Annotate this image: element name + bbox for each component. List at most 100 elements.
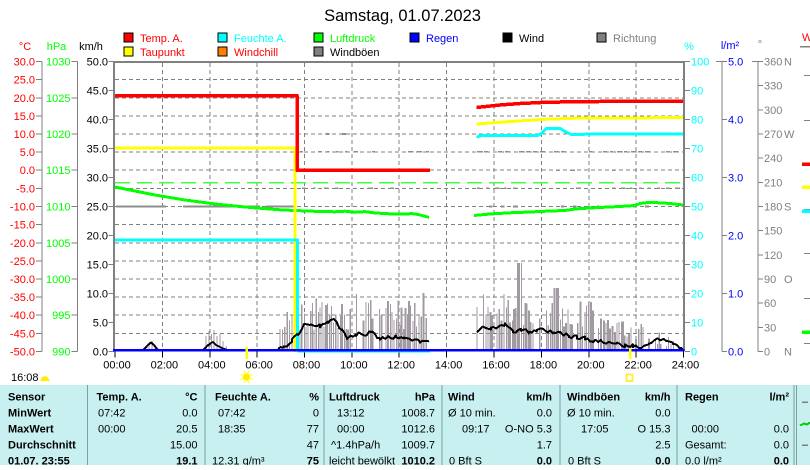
svg-text:l/m²: l/m²	[721, 40, 740, 52]
svg-text:20.5: 20.5	[176, 424, 197, 436]
svg-text:07:42: 07:42	[218, 408, 246, 420]
svg-text:O 15.3: O 15.3	[637, 424, 670, 436]
svg-text:0.0: 0.0	[655, 408, 670, 420]
svg-text:4.0: 4.0	[728, 115, 743, 127]
svg-text:10:00: 10:00	[340, 360, 368, 372]
svg-text:75: 75	[307, 456, 319, 466]
svg-text:10.0: 10.0	[87, 289, 108, 301]
svg-text:0.0: 0.0	[774, 456, 789, 466]
svg-text:1009.7: 1009.7	[401, 439, 435, 451]
svg-text:60: 60	[764, 298, 776, 310]
svg-text:09:17: 09:17	[462, 424, 490, 436]
svg-text:120: 120	[764, 250, 782, 262]
svg-text:-35.0: -35.0	[10, 292, 35, 304]
svg-text:-5.0: -5.0	[16, 183, 35, 195]
svg-text:10: 10	[691, 318, 703, 330]
svg-text:S: S	[784, 202, 791, 214]
svg-text:-50.0: -50.0	[10, 347, 35, 359]
svg-text:0.0: 0.0	[537, 408, 552, 420]
svg-text:17:05: 17:05	[581, 424, 609, 436]
svg-text:70: 70	[691, 144, 703, 156]
svg-text:0.0: 0.0	[774, 424, 789, 436]
svg-text:12.31 g/m³: 12.31 g/m³	[212, 456, 265, 466]
svg-text:16:00: 16:00	[482, 360, 510, 372]
svg-text:0: 0	[313, 408, 319, 420]
svg-text:5.0: 5.0	[728, 57, 743, 69]
svg-text:50.0: 50.0	[87, 57, 108, 69]
svg-text:77: 77	[307, 424, 319, 436]
svg-text:0: 0	[691, 347, 697, 359]
svg-text:0.0 l/m²: 0.0 l/m²	[685, 456, 722, 466]
svg-text:N: N	[784, 347, 792, 359]
svg-text:-10.0: -10.0	[10, 202, 35, 214]
svg-text:14:00: 14:00	[435, 360, 463, 372]
svg-text:180: 180	[764, 202, 782, 214]
svg-text:19.1: 19.1	[176, 456, 197, 466]
svg-text:360: 360	[764, 57, 782, 69]
svg-text:^1.4hPa/h: ^1.4hPa/h	[331, 439, 380, 451]
svg-text:Samstag, 01.07.2023: Samstag, 01.07.2023	[324, 7, 481, 25]
svg-text:W: W	[802, 32, 810, 44]
svg-text:1030: 1030	[46, 57, 70, 69]
svg-text:°: °	[758, 39, 762, 51]
svg-text:15.0: 15.0	[87, 260, 108, 272]
svg-text:3.0: 3.0	[728, 173, 743, 185]
svg-text:240: 240	[764, 153, 782, 165]
svg-text:20.0: 20.0	[87, 231, 108, 243]
svg-text:-30.0: -30.0	[10, 274, 35, 286]
svg-text:1.0: 1.0	[728, 289, 743, 301]
svg-text:5.0: 5.0	[20, 147, 35, 159]
svg-text:04:00: 04:00	[198, 360, 226, 372]
svg-text:2.0: 2.0	[728, 231, 743, 243]
svg-text:270: 270	[764, 129, 782, 141]
svg-text:18:35: 18:35	[218, 424, 246, 436]
svg-text:20: 20	[691, 289, 703, 301]
svg-text:100: 100	[691, 57, 709, 69]
svg-text:-45.0: -45.0	[10, 328, 35, 340]
svg-text:1020: 1020	[46, 129, 70, 141]
svg-text:40: 40	[691, 231, 703, 243]
svg-text:O-NO 5.3: O-NO 5.3	[505, 424, 552, 436]
svg-text:Windböen: Windböen	[330, 47, 380, 59]
svg-text:Wind: Wind	[448, 392, 475, 404]
svg-text:210: 210	[764, 177, 782, 189]
svg-text:-15.0: -15.0	[10, 220, 35, 232]
svg-text:25.0: 25.0	[87, 202, 108, 214]
svg-text:Durchschnitt: Durchschnitt	[8, 439, 76, 451]
svg-text:0.0: 0.0	[20, 165, 35, 177]
svg-text:0: 0	[764, 347, 770, 359]
svg-text:hPa: hPa	[47, 41, 67, 53]
svg-text:Richtung: Richtung	[613, 33, 656, 45]
svg-text:90: 90	[691, 86, 703, 98]
svg-text:0.0: 0.0	[774, 439, 789, 451]
svg-text:08:00: 08:00	[293, 360, 321, 372]
svg-text:leicht bewölkt: leicht bewölkt	[329, 456, 395, 466]
svg-text:07:42: 07:42	[98, 408, 126, 420]
svg-text:1.7: 1.7	[537, 439, 552, 451]
svg-text:02:00: 02:00	[151, 360, 179, 372]
svg-text:0 Bft S: 0 Bft S	[449, 456, 482, 466]
svg-text:15.0: 15.0	[14, 111, 35, 123]
svg-text:00:00: 00:00	[98, 424, 126, 436]
svg-text:Ø 10 min.: Ø 10 min.	[448, 408, 496, 420]
svg-text:Sensor: Sensor	[8, 392, 46, 404]
svg-text:0.0: 0.0	[182, 408, 197, 420]
svg-text:Taupunkt: Taupunkt	[140, 47, 185, 59]
svg-text:90: 90	[764, 274, 776, 286]
svg-text:30: 30	[764, 322, 776, 334]
svg-text:-20.0: -20.0	[10, 238, 35, 250]
svg-text:30.0: 30.0	[87, 173, 108, 185]
svg-text:18:00: 18:00	[530, 360, 558, 372]
svg-text:Regen: Regen	[426, 33, 458, 45]
svg-text:km/h: km/h	[645, 392, 671, 404]
svg-text:24:00: 24:00	[672, 360, 700, 372]
svg-text:30: 30	[691, 260, 703, 272]
svg-text:1008.7: 1008.7	[401, 408, 435, 420]
svg-text:60: 60	[691, 173, 703, 185]
svg-text:Luftdruck: Luftdruck	[330, 33, 376, 45]
svg-text:20.0: 20.0	[14, 93, 35, 105]
svg-text:Feuchte A.: Feuchte A.	[234, 33, 287, 45]
svg-text:1010: 1010	[46, 202, 70, 214]
svg-text:01.07. 23:55: 01.07. 23:55	[8, 456, 70, 466]
svg-text:5.0: 5.0	[93, 318, 108, 330]
